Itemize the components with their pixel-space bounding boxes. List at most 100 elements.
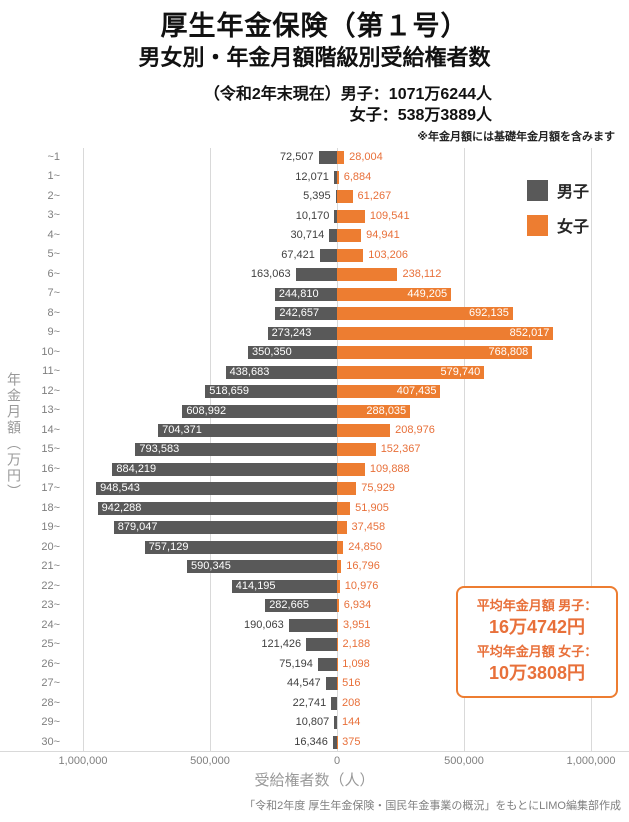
female-value-label: 208 bbox=[342, 696, 361, 709]
male-bar bbox=[97, 501, 337, 515]
female-bar bbox=[337, 560, 342, 574]
male-value-label: 75,194 bbox=[279, 657, 313, 670]
chart-row: 30~ 16,346 375 bbox=[0, 733, 629, 752]
y-tick-label: 17~ bbox=[41, 482, 60, 495]
male-bar bbox=[187, 560, 337, 574]
chart-row: 9~ 273,243 852,017 bbox=[0, 323, 629, 342]
male-value-label: 12,071 bbox=[295, 170, 329, 183]
female-value-label: 28,004 bbox=[349, 151, 383, 164]
female-value-label: 852,017 bbox=[509, 326, 550, 339]
female-bar bbox=[337, 385, 441, 399]
male-value-label: 414,195 bbox=[235, 579, 276, 592]
chart-legend: 男子 女子 bbox=[527, 178, 589, 248]
male-bar bbox=[113, 521, 337, 535]
male-bar bbox=[332, 735, 337, 749]
x-tick-label: 500,000 bbox=[444, 755, 484, 767]
chart-row: 3~ 10,170 109,541 bbox=[0, 206, 629, 225]
chart-row: 19~ 879,047 37,458 bbox=[0, 518, 629, 537]
male-bar bbox=[135, 443, 337, 457]
female-value-label: 3,951 bbox=[343, 618, 371, 631]
y-tick-label: ~1 bbox=[47, 151, 60, 163]
legend-female-label: 女子 bbox=[557, 219, 590, 236]
male-value-label: 884,219 bbox=[116, 462, 157, 475]
male-value-label: 16,346 bbox=[294, 735, 328, 748]
male-bar bbox=[325, 677, 337, 691]
male-bar bbox=[333, 170, 337, 184]
y-tick-label: 19~ bbox=[41, 521, 60, 534]
male-value-label: 44,547 bbox=[287, 677, 321, 690]
male-value-label: 948,543 bbox=[100, 482, 140, 495]
y-tick-label: 13~ bbox=[41, 404, 60, 417]
male-bar bbox=[265, 599, 337, 613]
chart-row: 11~ 438,683 579,740 bbox=[0, 362, 629, 381]
header-note: ※年金月額には基礎年金月額を含みます bbox=[417, 131, 615, 143]
male-value-label: 879,047 bbox=[117, 521, 158, 534]
female-value-label: 10,976 bbox=[344, 579, 379, 592]
average-female-label: 平均年金月額 女子： bbox=[476, 644, 598, 659]
chart-row: 4~ 30,714 94,941 bbox=[0, 226, 629, 245]
female-value-label: 51,905 bbox=[355, 501, 389, 514]
male-value-label: 438,683 bbox=[229, 365, 270, 378]
female-value-label: 24,850 bbox=[348, 540, 382, 553]
female-bar bbox=[337, 326, 554, 340]
y-tick-label: 27~ bbox=[41, 677, 60, 690]
female-value-label: 109,888 bbox=[369, 462, 410, 475]
female-bar bbox=[337, 462, 365, 476]
y-tick-label: 10~ bbox=[41, 345, 60, 358]
male-value-label: 72,507 bbox=[279, 151, 314, 164]
legend-male-swatch bbox=[527, 179, 548, 201]
male-value-label: 608,992 bbox=[186, 404, 227, 417]
y-tick-label: 8~ bbox=[47, 306, 60, 319]
male-bar bbox=[248, 346, 337, 360]
average-annotation-box: 平均年金月額 男子： 16万4742円 平均年金月額 女子： 10万3808円 bbox=[456, 586, 618, 698]
male-bar bbox=[96, 482, 337, 496]
y-tick-label: 14~ bbox=[41, 423, 60, 436]
chart-row: 20~ 757,129 24,850 bbox=[0, 538, 629, 557]
female-bar bbox=[337, 579, 340, 593]
female-value-label: 375 bbox=[342, 735, 361, 748]
female-value-label: 6,884 bbox=[343, 170, 372, 183]
y-tick-label: 28~ bbox=[41, 696, 60, 709]
legend-item-male: 男子 bbox=[527, 178, 589, 202]
female-value-label: 208,976 bbox=[395, 424, 435, 436]
female-value-label: 75,929 bbox=[361, 482, 395, 495]
male-bar bbox=[274, 287, 337, 301]
female-bar bbox=[337, 521, 347, 535]
male-value-label: 10,170 bbox=[295, 209, 330, 222]
male-value-label: 244,810 bbox=[278, 287, 319, 300]
chart-row: 10~ 350,350 768,808 bbox=[0, 343, 629, 362]
chart-row: 12~ 518,659 407,435 bbox=[0, 382, 629, 401]
female-value-label: 407,435 bbox=[396, 385, 437, 398]
female-bar bbox=[337, 229, 362, 243]
female-bar bbox=[337, 209, 365, 223]
male-bar bbox=[158, 424, 337, 437]
chart-row: 14~ 704,371 208,976 bbox=[0, 421, 629, 440]
chart-row: 18~ 942,288 51,905 bbox=[0, 499, 629, 518]
chart-row: 1~ 12,071 6,884 bbox=[0, 167, 629, 186]
male-bar bbox=[317, 657, 337, 671]
female-value-label: 579,740 bbox=[440, 365, 481, 378]
gridline bbox=[591, 148, 592, 751]
female-bar bbox=[337, 599, 339, 613]
male-bar bbox=[331, 696, 337, 710]
female-value-label: 2,188 bbox=[342, 638, 371, 651]
stat-female-total: 女子：538万3889人 bbox=[349, 107, 492, 124]
y-tick-label: 5~ bbox=[47, 248, 60, 261]
chart-row: 2~ 5,395 61,267 bbox=[0, 187, 629, 206]
female-value-label: 238,112 bbox=[402, 268, 442, 281]
male-bar bbox=[267, 326, 337, 340]
female-bar bbox=[337, 404, 411, 418]
male-value-label: 273,243 bbox=[271, 326, 312, 339]
chart-row: 22~ 414,195 10,976 bbox=[0, 577, 629, 596]
female-value-label: 6,934 bbox=[343, 599, 372, 612]
female-bar bbox=[337, 365, 485, 379]
y-tick-label: 21~ bbox=[41, 560, 60, 573]
gridline bbox=[83, 148, 84, 751]
average-male-label: 平均年金月額 男子： bbox=[476, 598, 598, 613]
y-tick-label: 15~ bbox=[41, 443, 60, 456]
header-stats: （令和2年末現在）男子：1071万6244人 女子：538万3889人 bbox=[204, 84, 492, 126]
male-value-label: 242,657 bbox=[279, 307, 320, 320]
y-tick-label: 4~ bbox=[47, 228, 60, 241]
female-value-label: 109,541 bbox=[369, 209, 410, 222]
page-title: 厚生年金保険（第１号） bbox=[160, 11, 469, 41]
